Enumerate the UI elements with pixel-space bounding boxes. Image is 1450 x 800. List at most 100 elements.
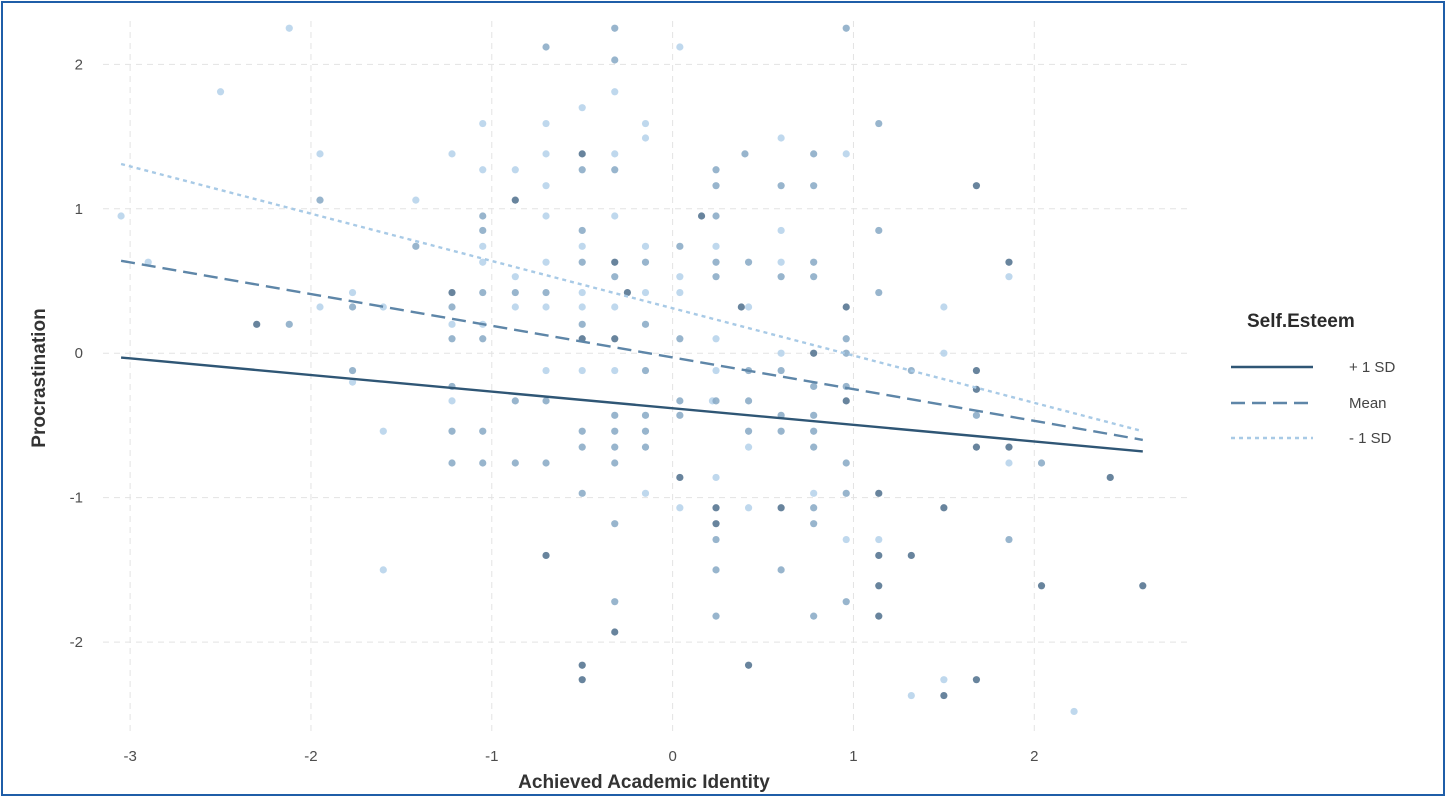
data-point bbox=[578, 242, 586, 250]
data-point bbox=[676, 242, 684, 250]
data-point bbox=[611, 88, 619, 96]
data-point bbox=[479, 166, 487, 174]
data-point bbox=[216, 88, 225, 96]
y-axis-ticks: -2 -1 0 1 2 bbox=[70, 56, 83, 651]
data-point bbox=[712, 504, 720, 512]
data-point bbox=[511, 166, 519, 174]
legend-label-plus-1sd: + 1 SD bbox=[1349, 359, 1395, 376]
data-point bbox=[842, 335, 850, 343]
data-point bbox=[611, 212, 619, 220]
data-point bbox=[712, 366, 720, 375]
data-point bbox=[542, 43, 550, 51]
data-point bbox=[810, 520, 818, 528]
y-tick-label: 0 bbox=[75, 345, 83, 362]
data-point bbox=[348, 288, 357, 297]
data-point bbox=[842, 303, 850, 311]
data-point bbox=[542, 397, 550, 405]
data-point bbox=[777, 258, 785, 266]
data-point bbox=[972, 366, 981, 375]
y-tick-label: 2 bbox=[75, 56, 83, 73]
data-point bbox=[611, 443, 619, 451]
data-point bbox=[641, 411, 650, 419]
data-point bbox=[379, 427, 387, 435]
data-point bbox=[777, 134, 785, 142]
data-point bbox=[744, 258, 753, 266]
data-point bbox=[712, 273, 720, 281]
data-point bbox=[448, 303, 456, 311]
data-point bbox=[712, 612, 720, 620]
data-point bbox=[578, 320, 586, 328]
x-tick-label: 0 bbox=[668, 748, 676, 765]
data-point bbox=[712, 397, 720, 405]
data-point bbox=[810, 489, 818, 497]
data-point bbox=[744, 303, 753, 311]
data-point bbox=[448, 288, 456, 297]
data-point bbox=[479, 119, 487, 128]
data-point bbox=[875, 226, 883, 235]
data-point bbox=[623, 288, 632, 297]
data-point bbox=[712, 258, 720, 266]
data-point bbox=[641, 427, 650, 435]
data-point bbox=[676, 397, 684, 405]
data-point bbox=[611, 56, 619, 64]
data-point bbox=[737, 303, 745, 311]
data-point bbox=[1037, 459, 1046, 467]
data-point bbox=[842, 150, 850, 158]
data-point bbox=[972, 676, 981, 684]
data-point bbox=[712, 535, 720, 544]
data-point bbox=[611, 150, 619, 158]
data-point bbox=[810, 382, 818, 391]
data-point bbox=[940, 691, 948, 700]
data-point bbox=[316, 150, 324, 158]
data-point bbox=[542, 119, 550, 128]
data-point bbox=[641, 489, 650, 497]
data-point bbox=[1005, 258, 1013, 266]
data-point bbox=[253, 320, 261, 328]
data-point bbox=[777, 349, 785, 357]
y-tick-label: -1 bbox=[70, 490, 83, 507]
data-point bbox=[285, 24, 293, 32]
data-point bbox=[810, 411, 818, 419]
data-point bbox=[842, 397, 850, 405]
data-point bbox=[542, 258, 550, 266]
x-axis-title: Achieved Academic Identity bbox=[518, 772, 770, 793]
data-point bbox=[611, 366, 619, 375]
data-point bbox=[316, 303, 324, 311]
data-point bbox=[611, 411, 619, 419]
data-point bbox=[940, 303, 948, 311]
data-point bbox=[578, 489, 586, 497]
data-point bbox=[611, 273, 619, 281]
data-point bbox=[744, 661, 753, 669]
data-point bbox=[810, 349, 818, 357]
data-point bbox=[641, 242, 650, 250]
data-point bbox=[578, 150, 586, 158]
data-point bbox=[712, 566, 720, 574]
data-points bbox=[117, 24, 1147, 716]
legend-label-minus-1sd: - 1 SD bbox=[1349, 430, 1392, 447]
data-point bbox=[940, 676, 948, 684]
data-point bbox=[875, 535, 883, 544]
data-point bbox=[641, 258, 650, 266]
data-point bbox=[940, 349, 948, 357]
data-point bbox=[842, 489, 850, 497]
data-point bbox=[810, 150, 818, 158]
data-point bbox=[810, 273, 818, 281]
data-point bbox=[712, 182, 720, 190]
data-point bbox=[777, 504, 785, 512]
data-point bbox=[972, 443, 981, 451]
x-tick-label: -3 bbox=[123, 748, 136, 765]
data-point bbox=[412, 242, 420, 250]
data-point bbox=[542, 366, 550, 375]
data-point bbox=[448, 335, 456, 343]
data-point bbox=[712, 212, 720, 220]
data-point bbox=[641, 134, 650, 142]
simple-slope-lines bbox=[120, 162, 1144, 453]
data-point bbox=[542, 288, 550, 297]
data-point bbox=[1005, 459, 1013, 467]
data-point bbox=[777, 366, 785, 375]
data-point bbox=[777, 182, 785, 190]
data-point bbox=[641, 443, 650, 451]
data-point bbox=[676, 473, 684, 482]
data-point bbox=[479, 258, 487, 266]
